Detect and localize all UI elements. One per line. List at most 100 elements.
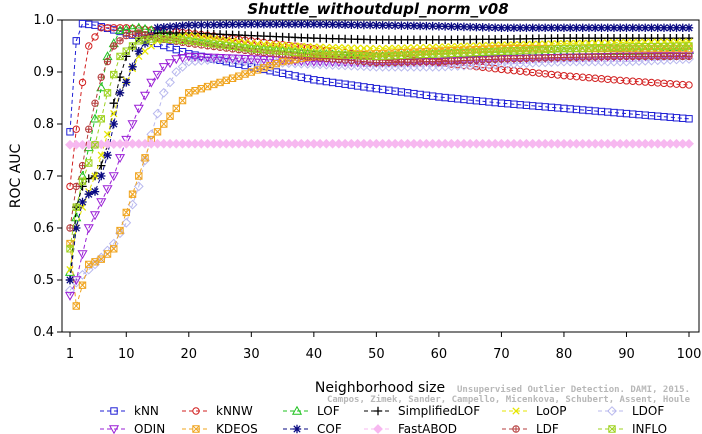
point-ldof	[171, 67, 182, 77]
point-ldof	[315, 59, 326, 70]
point-odin	[102, 185, 113, 195]
point-kdeos	[153, 128, 162, 136]
point-ldf	[116, 37, 124, 45]
legend-label: SimplifiedLOF	[398, 404, 480, 418]
point-ldf	[422, 58, 431, 66]
point-ldof	[340, 60, 351, 71]
point-cof	[528, 23, 537, 32]
point-ldf	[541, 54, 549, 62]
point-ldf	[403, 58, 412, 66]
point-inflo	[66, 245, 74, 253]
point-ldf	[654, 52, 662, 61]
point-ldof	[77, 269, 88, 280]
point-cof	[222, 20, 231, 29]
point-cof	[484, 23, 494, 32]
legend-item-cof: COF	[283, 422, 342, 434]
point-loop	[291, 42, 299, 50]
point-cof	[97, 171, 106, 181]
point-ldf	[428, 58, 437, 66]
point-kdeos	[185, 89, 193, 97]
point-cof	[616, 23, 625, 32]
point-knnw	[685, 81, 693, 89]
point-odin	[64, 291, 76, 301]
point-kdeos	[253, 66, 262, 74]
point-inflo	[85, 159, 93, 167]
point-kdeos	[128, 190, 137, 198]
point-inflo	[103, 89, 112, 97]
point-ldf	[410, 58, 418, 66]
point-knn	[72, 37, 80, 45]
point-odin	[152, 70, 163, 80]
point-kdeos	[210, 80, 218, 89]
point-ldf	[453, 57, 462, 65]
point-ldf	[385, 58, 393, 67]
point-knn	[166, 43, 174, 52]
x-tick-label: 100	[677, 347, 702, 362]
point-kdeos	[285, 56, 293, 65]
point-cof	[372, 21, 381, 30]
point-lof	[96, 82, 107, 92]
point-cof	[203, 20, 212, 30]
legend-swatch-marker	[192, 407, 200, 415]
point-ldof	[121, 217, 132, 228]
point-loop	[322, 43, 331, 52]
point-kdeos	[228, 74, 237, 82]
point-ldf	[391, 58, 399, 66]
point-kdeos	[116, 226, 124, 235]
point-odin	[139, 91, 151, 101]
point-ldf	[66, 224, 74, 232]
point-knnw	[91, 33, 99, 41]
point-cof	[490, 23, 500, 32]
point-ldf	[491, 55, 499, 63]
point-cof	[628, 23, 637, 32]
x-tick-label: 60	[431, 347, 448, 362]
point-cof	[578, 23, 587, 32]
point-odin	[227, 54, 238, 64]
point-ldof	[346, 60, 357, 71]
point-cof	[190, 20, 200, 30]
point-ldf	[478, 56, 487, 64]
x-axis-label: Neighborhood size	[315, 380, 445, 396]
y-tick-label: 0.8	[33, 117, 54, 132]
point-ldf	[522, 54, 531, 62]
point-cof	[134, 47, 143, 56]
point-cof	[378, 21, 387, 30]
point-odin	[114, 154, 126, 164]
point-odin	[177, 54, 188, 63]
point-ldf	[591, 53, 599, 61]
point-inflo	[110, 70, 118, 79]
point-cof	[603, 23, 612, 32]
point-cof	[540, 23, 550, 32]
point-loop	[278, 41, 287, 49]
point-ldf	[535, 54, 543, 62]
legend-item-odin: ODIN	[100, 422, 165, 434]
point-cof	[428, 21, 437, 31]
point-odin	[252, 55, 263, 65]
point-cof	[215, 20, 225, 29]
point-loop	[135, 52, 143, 61]
legend-item-kdeos: KDEOS	[182, 422, 258, 434]
point-cof	[453, 22, 462, 31]
point-ldf	[672, 52, 681, 61]
legend-swatch-marker	[607, 406, 617, 416]
x-tick-label: 1	[66, 347, 74, 362]
point-odin	[215, 54, 226, 63]
legend-swatch-marker	[292, 424, 302, 434]
point-cof	[478, 23, 487, 32]
point-kdeos	[235, 72, 243, 80]
point-inflo	[97, 115, 105, 123]
point-ldf	[378, 58, 387, 67]
point-kdeos	[260, 64, 268, 72]
point-ldf	[441, 57, 449, 65]
point-loop	[285, 41, 293, 50]
point-kdeos	[278, 57, 287, 66]
point-cof	[347, 20, 356, 29]
point-cof	[566, 23, 575, 32]
series-line-ldof	[69, 58, 690, 291]
point-cof	[278, 19, 287, 29]
point-inflo	[72, 203, 80, 211]
point-odin	[183, 52, 194, 62]
point-kdeos	[216, 78, 224, 87]
point-lof	[114, 25, 126, 35]
point-cof	[240, 20, 250, 29]
